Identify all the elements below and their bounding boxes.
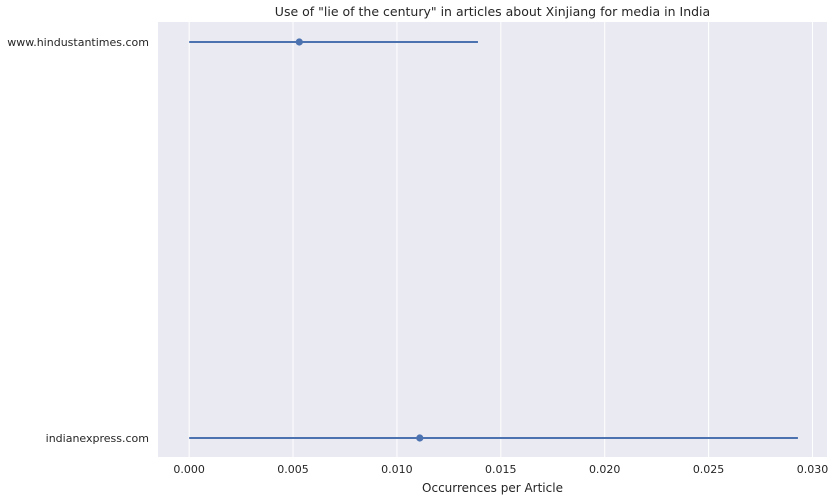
x-tick-label: 0.030 bbox=[797, 463, 829, 476]
y-tick-label: indianexpress.com bbox=[46, 432, 149, 445]
x-axis-ticks: 0.000 0.005 0.010 0.015 0.020 0.025 0.030 bbox=[173, 463, 828, 476]
x-tick-label: 0.020 bbox=[589, 463, 621, 476]
x-tick-label: 0.000 bbox=[173, 463, 205, 476]
x-axis-label: Occurrences per Article bbox=[422, 481, 563, 495]
plot-area bbox=[158, 22, 827, 457]
x-tick-label: 0.015 bbox=[485, 463, 517, 476]
data-point bbox=[416, 434, 424, 442]
x-tick-label: 0.010 bbox=[381, 463, 413, 476]
x-tick-label: 0.025 bbox=[693, 463, 725, 476]
y-axis-ticks: www.hindustantimes.com indianexpress.com bbox=[7, 36, 149, 445]
chart-title: Use of "lie of the century" in articles … bbox=[275, 4, 710, 19]
x-tick-label: 0.005 bbox=[277, 463, 309, 476]
chart-marks bbox=[189, 38, 798, 442]
y-tick-label: www.hindustantimes.com bbox=[7, 36, 149, 49]
data-point bbox=[295, 38, 303, 46]
grid-lines bbox=[188, 22, 813, 457]
